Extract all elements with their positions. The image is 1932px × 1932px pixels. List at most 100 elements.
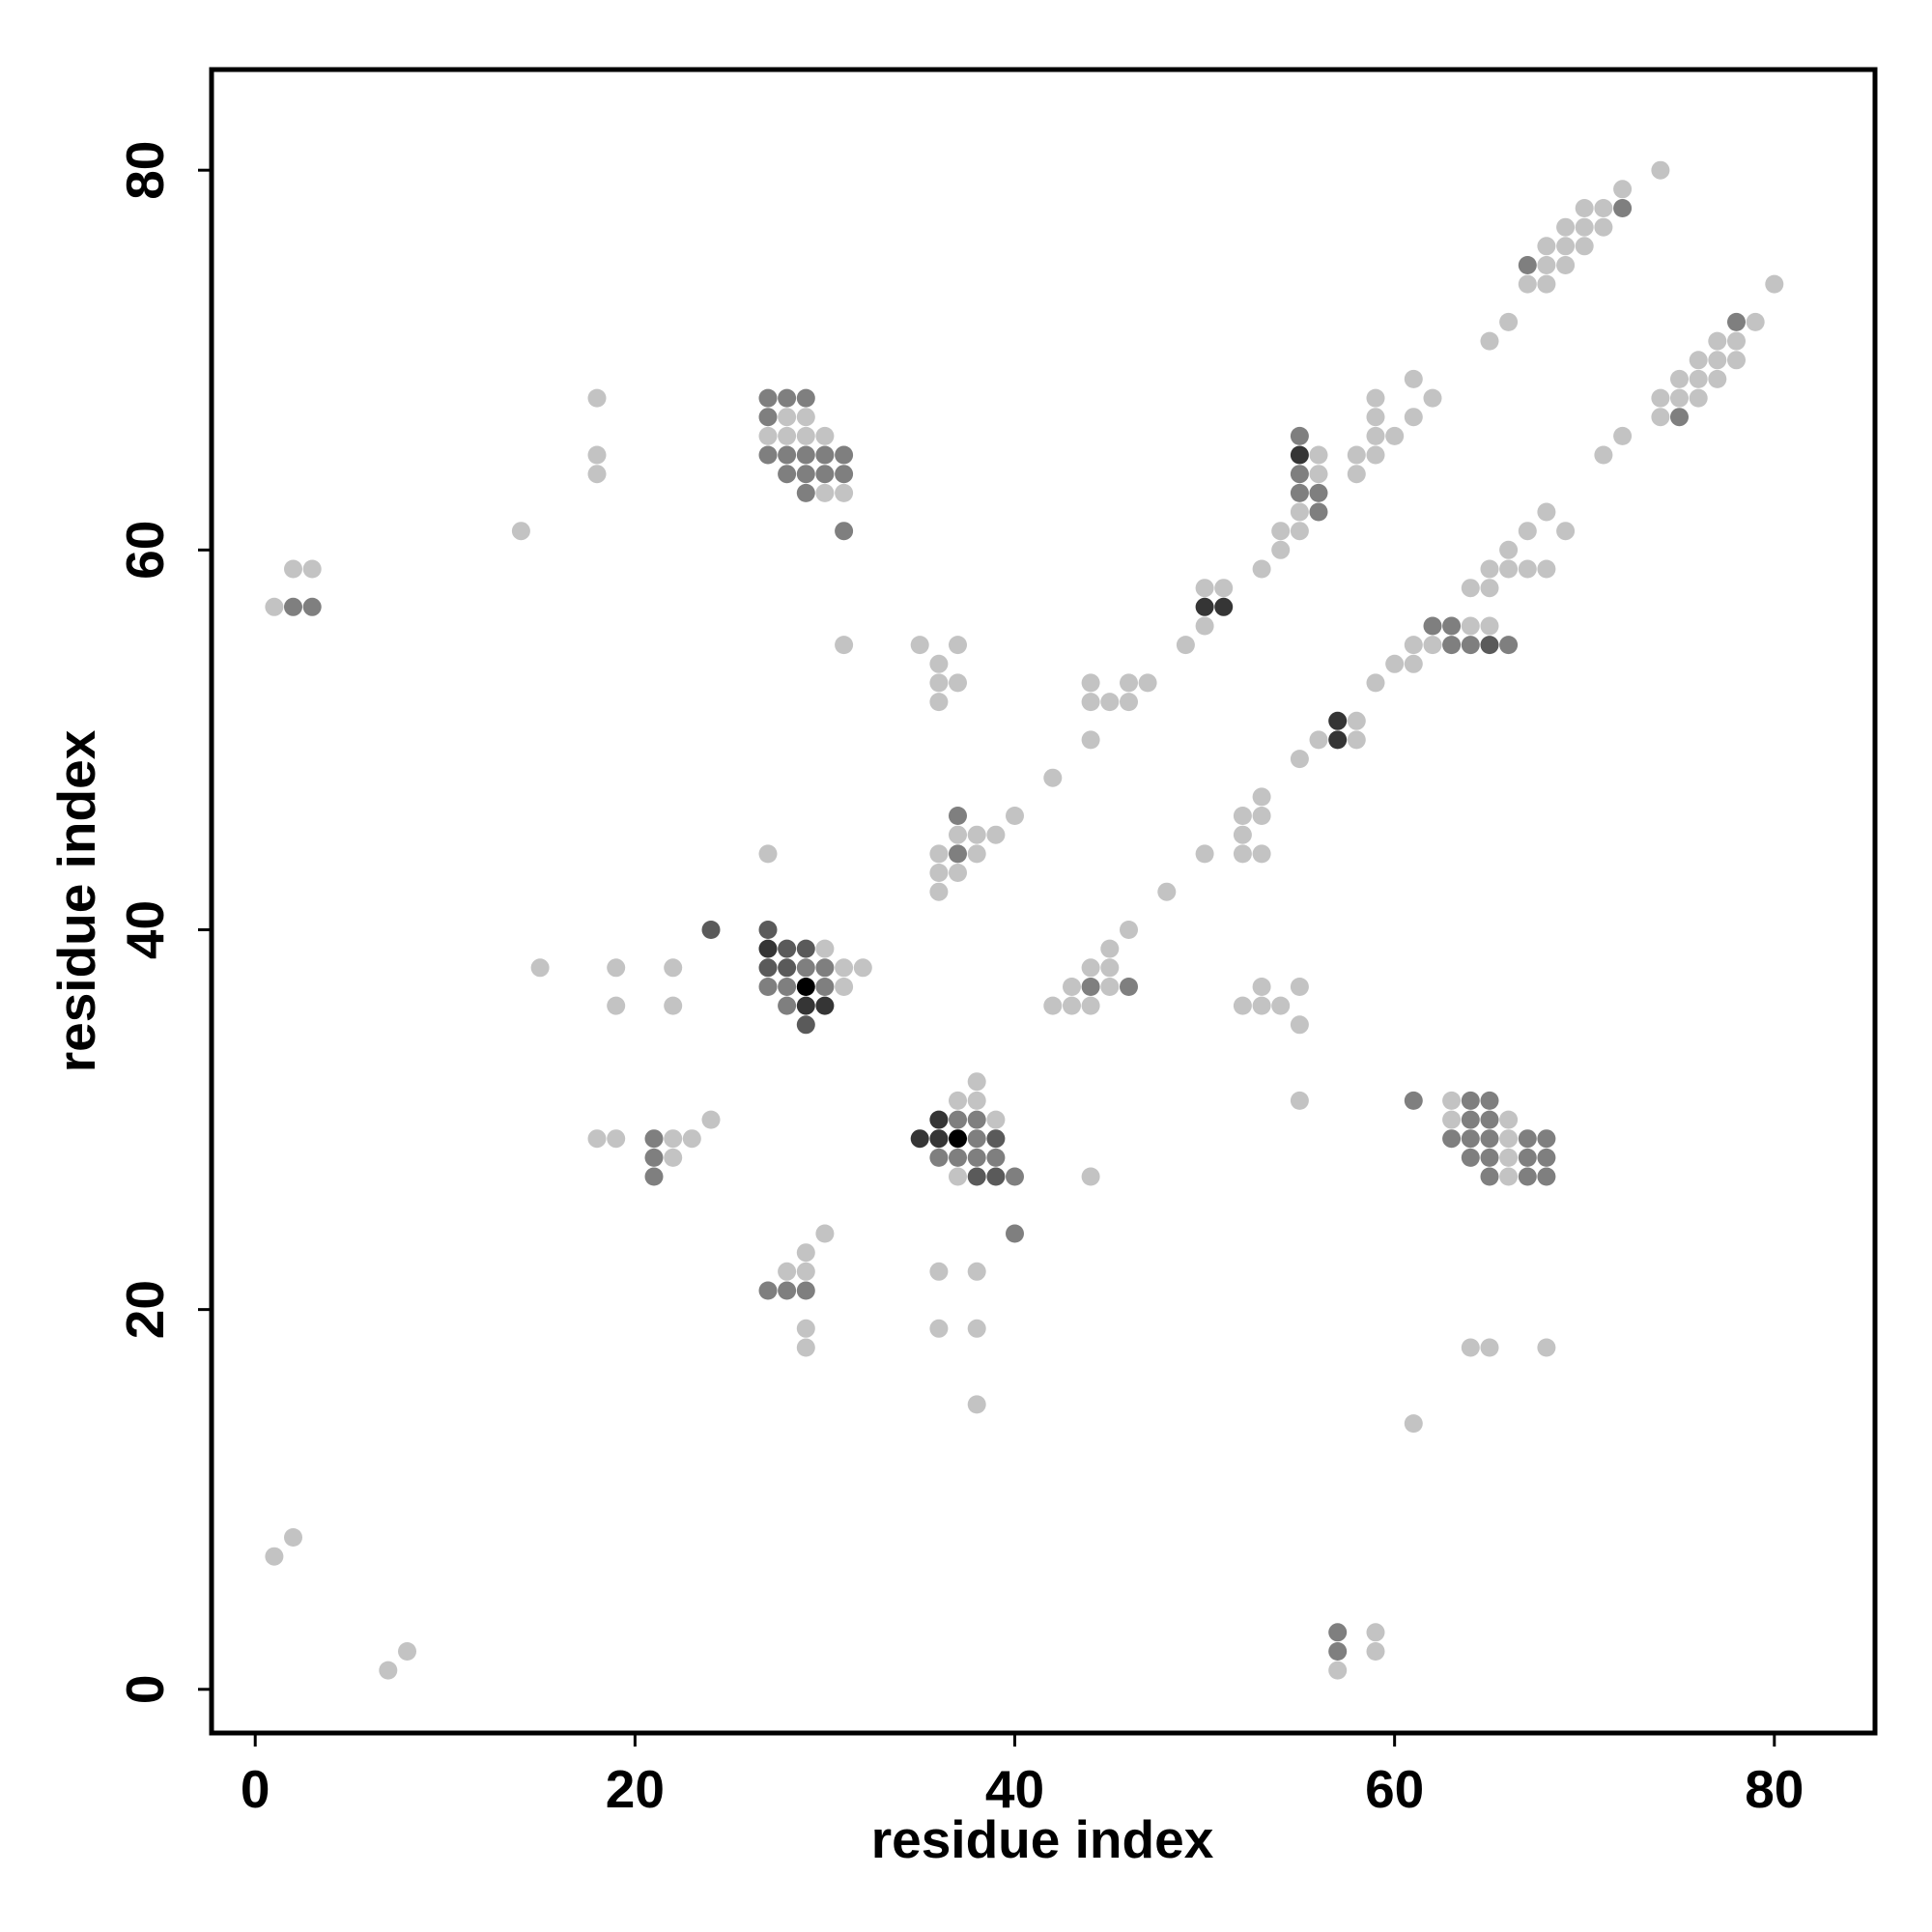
- data-point: [1480, 1129, 1499, 1149]
- data-point: [1480, 331, 1499, 351]
- data-point: [1252, 996, 1271, 1015]
- data-point: [1366, 673, 1385, 693]
- data-point: [1385, 654, 1405, 673]
- data-point: [1252, 807, 1271, 825]
- x-tick-label: 40: [985, 1759, 1044, 1819]
- data-point: [1575, 199, 1594, 217]
- data-point: [1328, 711, 1348, 730]
- y-tick-label: 20: [115, 1280, 175, 1339]
- data-point: [1006, 1167, 1024, 1186]
- data-point: [1442, 1129, 1462, 1149]
- data-point: [778, 978, 797, 996]
- data-point: [1518, 1167, 1537, 1186]
- data-point: [1081, 1167, 1100, 1186]
- data-point: [1442, 1110, 1462, 1129]
- y-tick-label: 0: [115, 1675, 175, 1705]
- data-point: [1765, 274, 1784, 294]
- data-point: [949, 1148, 967, 1167]
- data-point: [929, 1129, 949, 1149]
- data-point: [284, 559, 302, 579]
- data-point: [967, 1091, 986, 1110]
- data-point: [778, 465, 797, 484]
- data-point: [682, 1129, 701, 1149]
- data-point: [1537, 256, 1556, 274]
- data-point: [1081, 730, 1100, 750]
- data-point: [967, 844, 986, 864]
- data-point: [986, 1148, 1006, 1167]
- data-point: [1404, 654, 1423, 673]
- data-point: [815, 445, 835, 465]
- data-point: [1309, 730, 1328, 750]
- data-point: [1518, 1129, 1537, 1149]
- data-point: [949, 1129, 967, 1149]
- data-point: [1043, 768, 1063, 787]
- data-point: [758, 978, 778, 996]
- data-point: [1727, 351, 1746, 370]
- data-point: [778, 958, 797, 978]
- data-point: [986, 1110, 1006, 1129]
- data-point: [284, 1528, 302, 1547]
- y-tick-label: 60: [115, 521, 175, 580]
- data-point: [758, 921, 778, 939]
- data-point: [1613, 199, 1633, 217]
- data-point: [835, 465, 854, 484]
- data-point: [1442, 1091, 1462, 1110]
- data-point: [1556, 237, 1576, 256]
- data-point: [1290, 465, 1309, 484]
- data-point: [644, 1148, 664, 1167]
- data-point: [664, 1148, 683, 1167]
- data-point: [587, 388, 607, 408]
- data-point: [1651, 408, 1670, 427]
- data-point: [1271, 522, 1291, 541]
- data-point: [1499, 636, 1519, 655]
- data-point: [949, 825, 967, 844]
- data-point: [1670, 369, 1689, 388]
- data-point: [530, 958, 550, 978]
- data-point: [1499, 1129, 1519, 1149]
- data-point: [986, 1167, 1006, 1186]
- data-point: [1670, 408, 1689, 427]
- data-point: [853, 958, 872, 978]
- data-point: [1214, 579, 1234, 598]
- data-point: [1461, 1148, 1480, 1167]
- data-point: [1081, 996, 1100, 1015]
- data-point: [929, 673, 949, 693]
- data-point: [1252, 787, 1271, 807]
- data-point: [778, 996, 797, 1015]
- data-point: [1518, 274, 1537, 294]
- data-point: [1480, 1110, 1499, 1129]
- data-point: [758, 844, 778, 864]
- data-point: [1100, 978, 1120, 996]
- data-point: [796, 1262, 815, 1281]
- data-point: [929, 882, 949, 901]
- data-point: [1290, 502, 1309, 522]
- data-point: [796, 1015, 815, 1035]
- data-point: [607, 1129, 626, 1149]
- data-point: [929, 1148, 949, 1167]
- data-point: [1461, 616, 1480, 636]
- data-point: [815, 958, 835, 978]
- data-point: [1404, 369, 1423, 388]
- data-point: [1651, 160, 1670, 180]
- x-tick-label: 20: [606, 1759, 665, 1819]
- data-point: [1233, 807, 1252, 825]
- data-point: [1176, 636, 1195, 655]
- data-point: [967, 1072, 986, 1092]
- data-point: [1290, 1015, 1309, 1035]
- data-point: [1708, 331, 1727, 351]
- data-point: [1252, 978, 1271, 996]
- data-point: [778, 445, 797, 465]
- data-point: [929, 1110, 949, 1129]
- data-point: [1594, 217, 1613, 237]
- data-point: [265, 1547, 284, 1566]
- data-point: [1594, 199, 1613, 217]
- data-point: [265, 597, 284, 616]
- data-point: [758, 408, 778, 427]
- data-point: [967, 1319, 986, 1338]
- y-tick-label: 40: [115, 900, 175, 959]
- data-point: [1271, 540, 1291, 559]
- data-point: [835, 978, 854, 996]
- data-point: [284, 597, 302, 616]
- data-point: [815, 465, 835, 484]
